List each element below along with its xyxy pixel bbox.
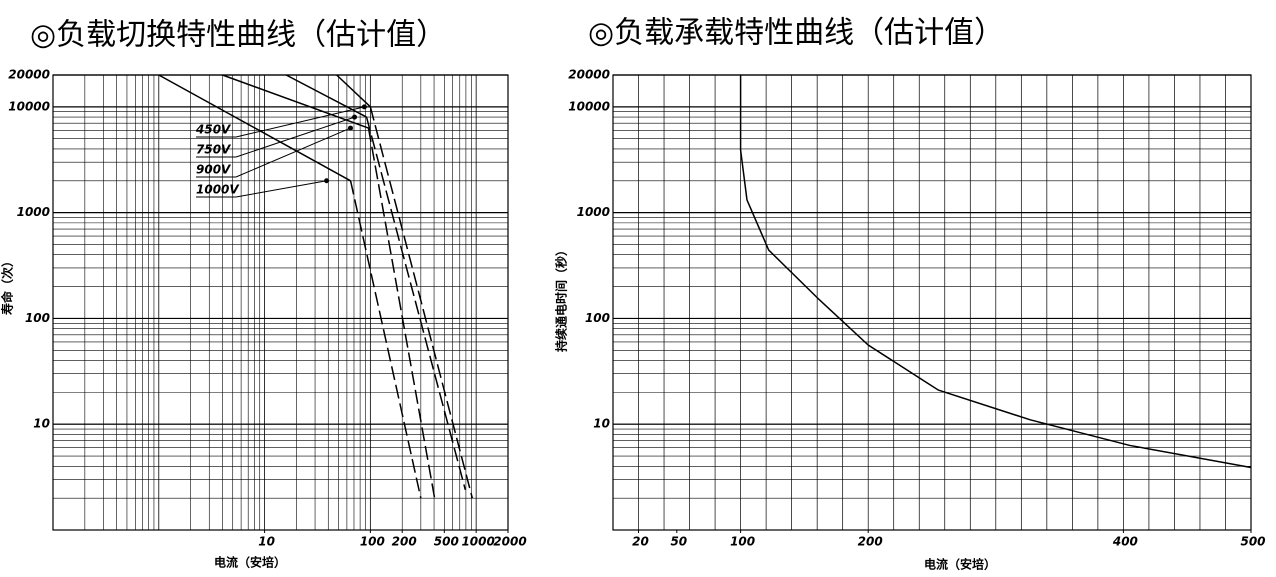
y-tick-label: 20000 xyxy=(568,68,610,82)
x-tick-label: 2000 xyxy=(493,535,526,549)
leader-line xyxy=(235,116,355,158)
x-tick-label: 20 xyxy=(632,535,649,549)
y-axis-title: 寿命（次） xyxy=(0,255,15,315)
x-axis-title: 电流（安培） xyxy=(924,557,996,572)
leader-dot xyxy=(347,125,353,131)
y-tick-label: 10 xyxy=(33,417,50,431)
y-tick-label: 1000 xyxy=(577,205,610,219)
y-tick-label: 100 xyxy=(585,311,610,325)
x-tick-label: 400 xyxy=(1112,535,1138,549)
leader-dot xyxy=(324,178,330,184)
plot-frame xyxy=(612,74,1252,531)
leader-line xyxy=(235,106,365,138)
plot-frame xyxy=(52,74,509,531)
curve-solid xyxy=(336,74,371,108)
legend-label: 750V xyxy=(196,143,232,157)
y-tick-label: 10 xyxy=(593,417,610,431)
y-tick-label: 100 xyxy=(25,311,50,325)
x-tick-label: 200 xyxy=(392,535,417,549)
x-tick-label: 50 xyxy=(670,535,687,549)
curve-dashed xyxy=(369,106,474,499)
x-tick-label: 1000 xyxy=(461,535,494,549)
x-tick-label: 100 xyxy=(360,535,385,549)
curve-dashed xyxy=(349,180,422,499)
x-tick-label: 500 xyxy=(434,535,459,549)
y-tick-label: 10000 xyxy=(8,99,50,113)
x-tick-label: 100 xyxy=(730,535,755,549)
leader-dot xyxy=(352,114,358,120)
x-tick-label: 500 xyxy=(1240,535,1265,549)
y-axis-title: 持续通电时间（秒） xyxy=(554,244,569,352)
legend-label: 900V xyxy=(196,163,232,177)
curve-solid xyxy=(222,74,369,129)
curve xyxy=(739,75,1252,469)
leader-line xyxy=(235,127,351,178)
y-tick-label: 1000 xyxy=(17,205,50,219)
x-axis-title: 电流（安培） xyxy=(214,555,286,570)
curve-dashed xyxy=(367,127,436,499)
y-tick-label: 20000 xyxy=(8,68,50,82)
x-tick-label: 200 xyxy=(858,535,883,549)
curve-dashed xyxy=(365,116,467,490)
leader-dot xyxy=(361,104,367,110)
chart-title: ◎负载承载特性曲线（估计值） xyxy=(588,16,1004,51)
curve-solid xyxy=(158,74,351,182)
legend-label: 450V xyxy=(195,123,232,137)
x-tick-label: 10 xyxy=(258,535,275,549)
leader-line xyxy=(235,180,327,198)
chart-title: ◎负载切换特性曲线（估计值） xyxy=(30,18,446,53)
y-tick-label: 10000 xyxy=(568,99,610,113)
legend-label: 1000V xyxy=(196,183,240,197)
curve-solid xyxy=(285,74,367,118)
